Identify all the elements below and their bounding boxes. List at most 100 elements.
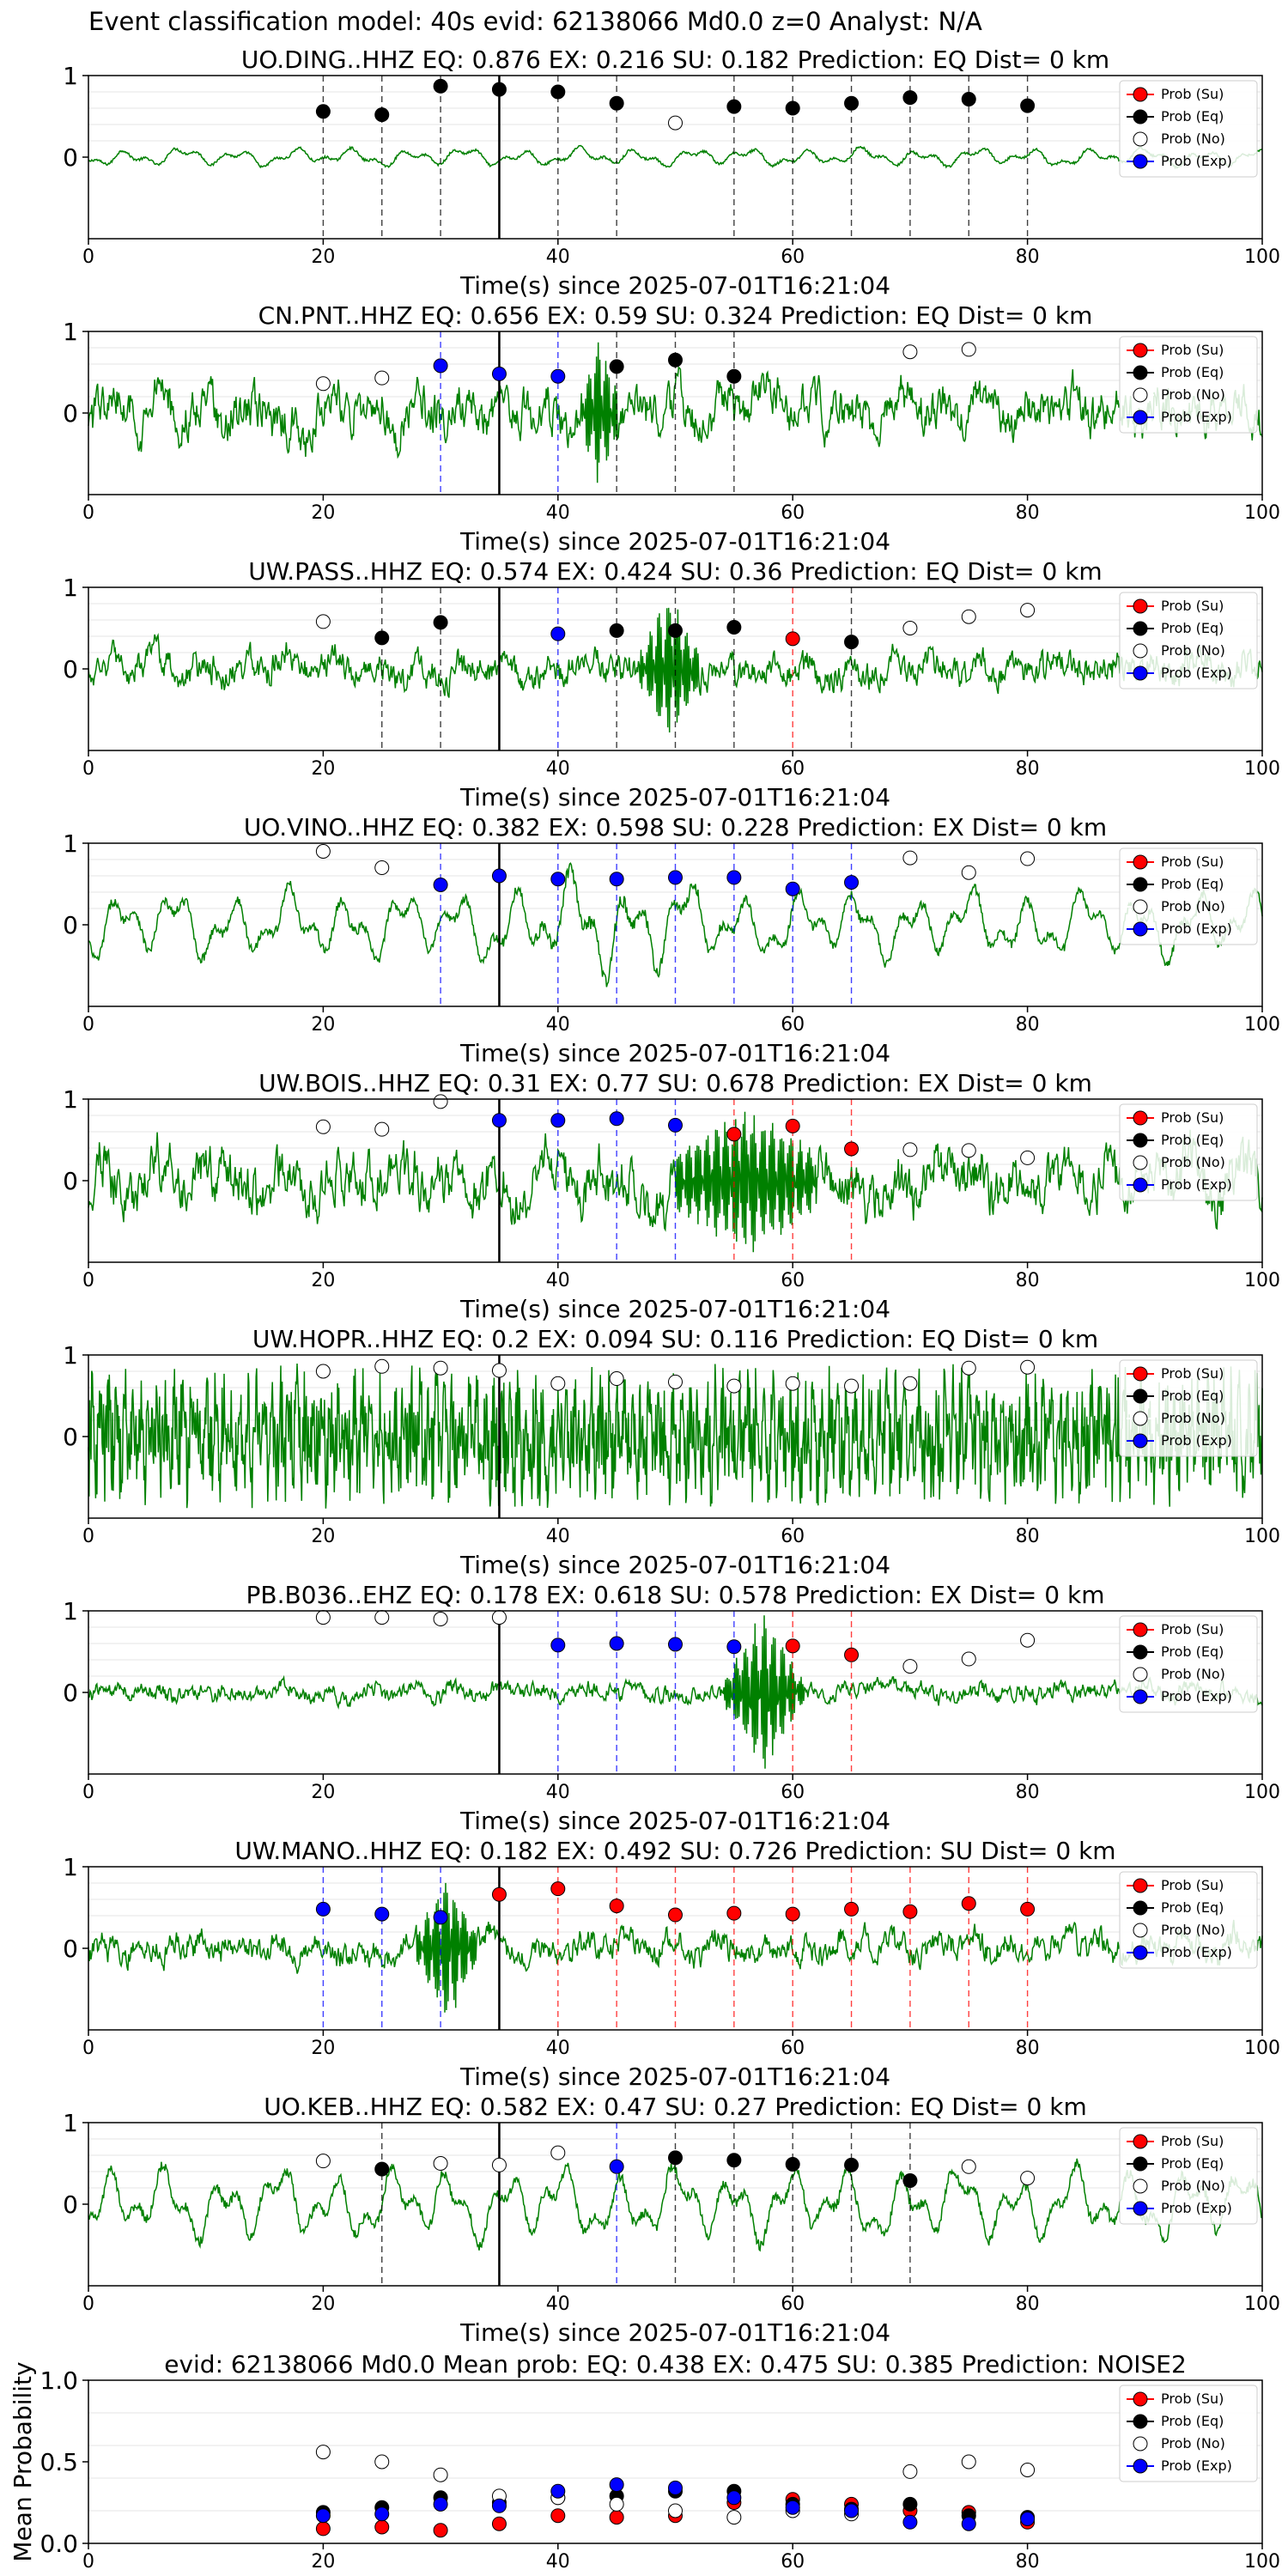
x-tick-label: 0 (82, 2038, 94, 2059)
x-tick-label: 60 (781, 2293, 805, 2315)
x-tick-label: 60 (781, 758, 805, 780)
prob-marker-su (668, 1907, 683, 1923)
legend-marker-exp (1133, 2201, 1148, 2216)
legend-label: Prob (No) (1161, 2178, 1225, 2194)
legend-marker-su (1133, 1366, 1148, 1382)
prob-marker-no (550, 2145, 566, 2160)
prob-marker-no (961, 609, 976, 624)
legend-marker-no (1133, 1923, 1148, 1938)
legend-label: Prob (Eq) (1161, 1388, 1224, 1404)
y-tick-label: 1 (63, 62, 78, 90)
legend-label: Prob (Exp) (1161, 665, 1232, 681)
x-tick-label: 0 (82, 1782, 94, 1803)
prob-marker-no (961, 865, 976, 880)
legend-label: Prob (No) (1161, 1410, 1225, 1426)
y-tick-label: 1 (63, 318, 78, 346)
x-tick-label: 80 (1016, 2293, 1040, 2315)
legend-marker-eq (1133, 1644, 1148, 1660)
prob-marker-no (433, 1612, 448, 1626)
prob-marker-su (785, 1118, 800, 1133)
x-tick-label: 60 (781, 1526, 805, 1547)
mean-marker-no (315, 2445, 331, 2460)
prob-marker-exp (844, 875, 860, 890)
legend-marker-exp (1133, 665, 1148, 681)
legend-box (1119, 2385, 1258, 2482)
x-tick-label: 20 (311, 2038, 335, 2059)
mean-marker-exp (844, 2503, 860, 2518)
legend-marker-eq (1133, 1133, 1148, 1148)
prob-marker-su (1020, 1901, 1036, 1917)
legend-marker-eq (1133, 1900, 1148, 1916)
mean-marker-exp (550, 2483, 566, 2499)
prob-marker-no (902, 621, 918, 635)
prob-marker-eq (609, 95, 624, 111)
legend-marker-no (1133, 387, 1148, 403)
chart-panel-uw-pass-hhz: UW.PASS..HHZ EQ: 0.574 EX: 0.424 SU: 0.3… (63, 557, 1280, 811)
x-tick-label: 100 (1244, 2551, 1280, 2573)
legend-box (1119, 1103, 1258, 1201)
x-tick-label: 20 (311, 1014, 335, 1036)
mean-marker-no (374, 2454, 390, 2470)
prob-marker-exp (374, 1906, 390, 1922)
x-axis-label: Time(s) since 2025-07-01T16:21:04 (459, 271, 890, 300)
figure-title: Event classification model: 40s evid: 62… (88, 7, 982, 36)
mean-marker-exp (961, 2516, 976, 2531)
prob-marker-eq (844, 95, 860, 111)
legend-label: Prob (Exp) (1161, 1176, 1232, 1193)
prob-marker-eq (726, 620, 742, 635)
x-axis-label: Time(s) since 2025-07-01T16:21:04 (459, 1551, 890, 1579)
prob-marker-exp (785, 881, 800, 896)
legend-label: Prob (Su) (1161, 2391, 1224, 2407)
x-tick-label: 20 (311, 2293, 335, 2315)
prob-marker-exp (609, 1111, 624, 1127)
prob-marker-no (315, 614, 331, 629)
legend-marker-exp (1133, 410, 1148, 425)
chart-panel-uo-ding-hhz: UO.DING..HHZ EQ: 0.876 EX: 0.216 SU: 0.1… (63, 46, 1280, 300)
prob-marker-eq (726, 368, 742, 384)
x-tick-label: 60 (781, 246, 805, 268)
legend-marker-no (1133, 1155, 1148, 1170)
y-tick-label: 0 (63, 911, 78, 939)
axes-frame (88, 75, 1263, 240)
prob-marker-eq (902, 90, 918, 106)
legend-marker-no (1133, 1411, 1148, 1426)
prob-marker-eq (726, 99, 742, 114)
x-tick-label: 100 (1244, 2038, 1280, 2059)
mean-marker-su (374, 2519, 390, 2535)
y-tick-label: 0 (63, 1423, 78, 1451)
y-tick-label: 0 (63, 1935, 78, 1963)
legend-label: Prob (Eq) (1161, 1132, 1224, 1148)
x-tick-label: 40 (546, 246, 570, 268)
x-tick-label: 40 (546, 1270, 570, 1291)
prob-marker-no (374, 1358, 390, 1374)
legend-label: Prob (No) (1161, 1922, 1225, 1938)
legend-label: Prob (Su) (1161, 1365, 1224, 1382)
y-tick-label: 0 (63, 2190, 78, 2219)
x-axis-label: Time(s) since 2025-07-01T16:21:04 (459, 527, 890, 556)
prob-marker-exp (668, 870, 683, 885)
mean-marker-exp (785, 2500, 800, 2515)
mean-marker-no (433, 2467, 448, 2482)
legend-label: Prob (Exp) (1161, 153, 1232, 169)
prob-marker-exp (726, 1639, 742, 1655)
prob-marker-exp (550, 1637, 566, 1653)
legend-marker-no (1133, 643, 1148, 659)
mean-marker-no (961, 2454, 976, 2470)
prob-marker-eq (1020, 98, 1036, 113)
y-axis-label: Mean Probability (9, 2361, 37, 2561)
y-tick-label: 0 (63, 1167, 78, 1195)
x-tick-label: 80 (1016, 2038, 1040, 2059)
panel-title: UO.VINO..HHZ EQ: 0.382 EX: 0.598 SU: 0.2… (244, 813, 1107, 841)
x-axis-label: Time(s) since 2025-07-01T16:21:04 (459, 1807, 890, 1835)
prob-marker-exp (609, 2159, 624, 2174)
legend-label: Prob (No) (1161, 2435, 1225, 2451)
y-tick-label: 0 (63, 655, 78, 683)
prob-marker-exp (726, 870, 742, 885)
mean-marker-exp (902, 2514, 918, 2530)
chart-panel-pb-b036-ehz: PB.B036..EHZ EQ: 0.178 EX: 0.618 SU: 0.5… (63, 1581, 1280, 1835)
legend-box (1119, 848, 1258, 945)
panel-title: UW.MANO..HHZ EQ: 0.182 EX: 0.492 SU: 0.7… (234, 1837, 1115, 1865)
legend-label: Prob (Exp) (1161, 920, 1232, 937)
x-tick-label: 20 (311, 2551, 335, 2573)
legend-label: Prob (Exp) (1161, 2200, 1232, 2216)
